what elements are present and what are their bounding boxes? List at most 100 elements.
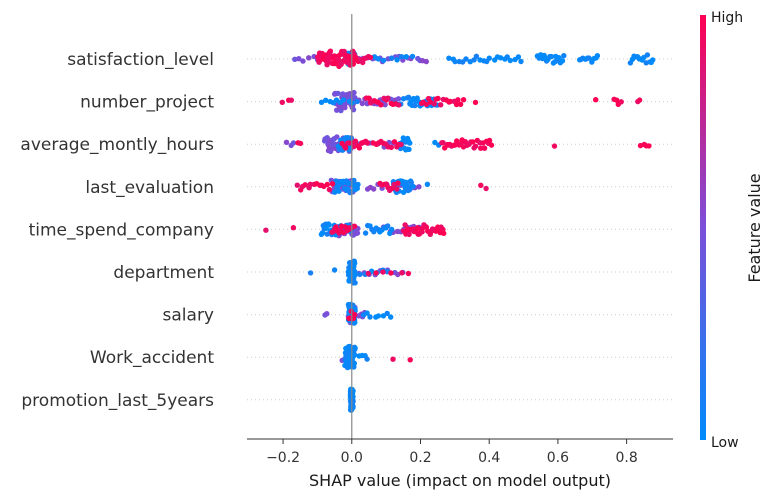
shap-point (283, 139, 290, 145)
shap-point (324, 311, 330, 317)
x-tick-label: 0.4 (478, 450, 500, 466)
shap-point (300, 58, 306, 64)
shap-point (548, 53, 555, 60)
shap-point (405, 94, 412, 101)
shap-point (390, 356, 396, 362)
shap-point (518, 58, 524, 65)
shap-point (380, 57, 387, 64)
shap-point (398, 54, 405, 60)
shap-point (440, 140, 446, 146)
shap-point (400, 189, 407, 195)
shap-point (365, 270, 371, 277)
shap-point (385, 95, 391, 101)
x-tick-label: 0.6 (547, 450, 569, 466)
shap-point (636, 97, 643, 103)
shap-point (323, 97, 329, 104)
shap-point (364, 356, 370, 362)
shap-point (478, 182, 484, 188)
shap-point (409, 53, 416, 60)
shap-point (294, 182, 300, 188)
shap-point (375, 56, 381, 62)
shap-point (472, 143, 479, 149)
shap-point (364, 140, 370, 146)
colorbar-high-label: High (711, 10, 743, 26)
shap-point (438, 102, 444, 108)
shap-point (407, 357, 413, 363)
shap-point (336, 188, 342, 194)
shap-point (483, 185, 489, 192)
colorbar-title: Feature value (745, 173, 764, 282)
x-tick-label: 0.2 (409, 450, 431, 466)
shap-point (644, 52, 651, 58)
shap-point (327, 148, 334, 155)
shap-point (394, 186, 400, 192)
shap-point (352, 280, 358, 286)
shap-point (352, 272, 358, 278)
shap-point (353, 54, 359, 61)
shap-point (497, 55, 504, 61)
shap-point (593, 97, 599, 103)
shap-point (447, 98, 454, 105)
shap-point (454, 138, 460, 144)
shap-point (414, 225, 421, 231)
shap-point (350, 403, 356, 410)
shap-point (507, 57, 513, 64)
shap-point (356, 145, 363, 151)
shap-point (375, 313, 382, 319)
shap-point (395, 180, 401, 186)
shap-point (351, 143, 357, 150)
shap-point (431, 101, 437, 107)
shap-point (406, 146, 412, 153)
shap-point (342, 104, 348, 111)
shap-point (452, 142, 458, 148)
shap-point (290, 140, 297, 146)
shap-point (472, 99, 479, 106)
shap-point (561, 53, 567, 59)
shap-point (388, 55, 395, 61)
feature-row: salary (163, 301, 673, 326)
shap-point (452, 58, 458, 65)
shap-point (402, 222, 408, 228)
feature-row: satisfaction_level (67, 48, 673, 70)
feature-label: satisfaction_level (67, 50, 214, 70)
shap-point (423, 58, 429, 65)
shap-point (481, 145, 488, 151)
shap-point (488, 142, 495, 148)
shap-point (351, 260, 358, 267)
shap-point (296, 56, 302, 62)
shap-point (586, 55, 592, 61)
shap-point (357, 271, 363, 278)
shap-point (382, 102, 388, 108)
shap-point (297, 140, 304, 147)
shap-point (396, 102, 402, 108)
feature-label: last_evaluation (85, 178, 214, 198)
shap-point (406, 231, 412, 238)
x-tick-label: 0.8 (615, 450, 637, 466)
shap-point (470, 139, 476, 145)
shap-point (342, 145, 349, 151)
shap-point (455, 97, 461, 103)
shap-point (594, 53, 601, 59)
shap-point (424, 181, 431, 187)
shap-point (327, 48, 334, 54)
shap-point (359, 100, 365, 107)
shap-point (556, 55, 562, 61)
shap-point (351, 311, 358, 318)
colorbar (700, 15, 706, 440)
shap-point (324, 181, 330, 188)
shap-point (292, 56, 298, 62)
shap-point (364, 310, 370, 316)
shap-point (380, 269, 386, 275)
shap-point (331, 267, 338, 273)
shap-point (435, 95, 441, 102)
shap-point (307, 270, 314, 276)
feature-row: Work_accident (90, 343, 673, 371)
shap-point (486, 137, 493, 144)
shap-point (650, 57, 656, 63)
shap-point (395, 271, 401, 278)
shap-point (366, 95, 372, 101)
shap-point (618, 99, 624, 105)
shap-point (388, 270, 394, 276)
shap-point (350, 394, 356, 400)
